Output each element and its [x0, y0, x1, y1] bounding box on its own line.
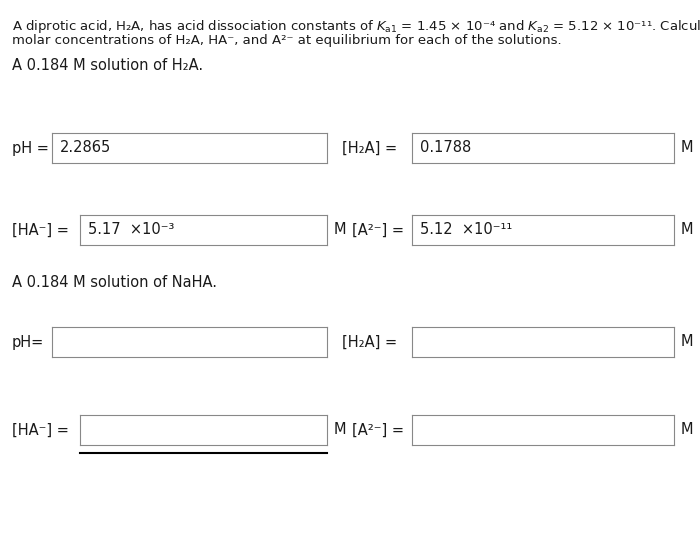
Text: M: M — [681, 335, 694, 350]
Text: A 0.184 M solution of NaHA.: A 0.184 M solution of NaHA. — [12, 275, 217, 290]
Text: molar concentrations of H₂A, HA⁻, and A²⁻ at equilibrium for each of the solutio: molar concentrations of H₂A, HA⁻, and A²… — [12, 34, 561, 47]
Text: [H₂A] =: [H₂A] = — [342, 141, 397, 156]
Text: [A²⁻] =: [A²⁻] = — [352, 223, 404, 238]
Text: 5.17  ×10⁻³: 5.17 ×10⁻³ — [88, 223, 174, 238]
Text: [HA⁻] =: [HA⁻] = — [12, 423, 69, 438]
Text: [H₂A] =: [H₂A] = — [342, 335, 397, 350]
Text: 5.12  ×10⁻¹¹: 5.12 ×10⁻¹¹ — [420, 223, 512, 238]
Text: [HA⁻] =: [HA⁻] = — [12, 223, 69, 238]
Text: A diprotic acid, H₂A, has acid dissociation constants of $K_\mathrm{a1}$ = 1.45 : A diprotic acid, H₂A, has acid dissociat… — [12, 18, 700, 35]
Text: M: M — [681, 223, 694, 238]
Text: [A²⁻] =: [A²⁻] = — [352, 423, 404, 438]
Text: 2.2865: 2.2865 — [60, 141, 111, 156]
Text: pH =: pH = — [12, 141, 49, 156]
Text: M: M — [681, 423, 694, 438]
Text: A 0.184 M solution of H₂A.: A 0.184 M solution of H₂A. — [12, 58, 203, 73]
Text: pH=: pH= — [12, 335, 44, 350]
Text: 0.1788: 0.1788 — [420, 141, 471, 156]
Text: M: M — [334, 423, 346, 438]
Text: M: M — [681, 141, 694, 156]
Text: M: M — [334, 223, 346, 238]
